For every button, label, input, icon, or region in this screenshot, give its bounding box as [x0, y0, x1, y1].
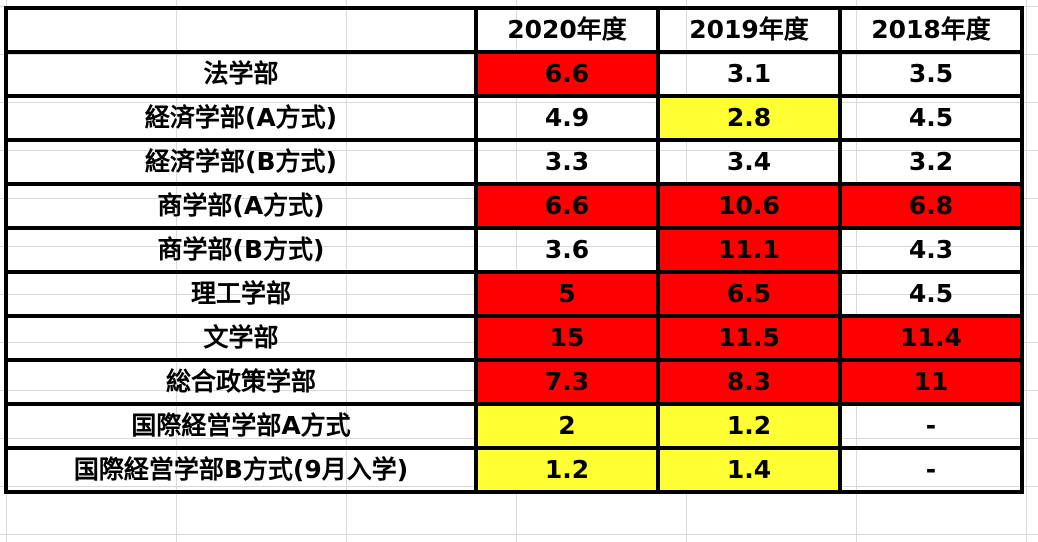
row-label[interactable]: 国際経営学部A方式	[4, 402, 478, 450]
value-cell[interactable]: 15	[474, 314, 660, 362]
table-row: 経済学部(A方式) 4.9 2.8 4.5	[4, 94, 1024, 142]
value-cell[interactable]: 4.3	[838, 226, 1024, 274]
header-row: 2020年度 2019年度 2018年度	[4, 6, 1024, 54]
row-label[interactable]: 経済学部(B方式)	[4, 138, 478, 186]
value-cell[interactable]: 1.4	[656, 446, 842, 494]
table-row: 文学部 15 11.5 11.4	[4, 314, 1024, 362]
value-cell[interactable]: 6.8	[838, 182, 1024, 230]
value-cell[interactable]: 4.9	[474, 94, 660, 142]
value-cell[interactable]: 2.8	[656, 94, 842, 142]
row-label[interactable]: 経済学部(A方式)	[4, 94, 478, 142]
value-cell[interactable]: 2	[474, 402, 660, 450]
table-row: 商学部(A方式) 6.6 10.6 6.8	[4, 182, 1024, 230]
table-row: 総合政策学部 7.3 8.3 11	[4, 358, 1024, 406]
row-label[interactable]: 総合政策学部	[4, 358, 478, 406]
value-cell[interactable]: 4.5	[838, 270, 1024, 318]
value-cell[interactable]: 11.4	[838, 314, 1024, 362]
column-header[interactable]: 2018年度	[838, 6, 1024, 54]
value-cell[interactable]: 11	[838, 358, 1024, 406]
value-cell[interactable]: 3.3	[474, 138, 660, 186]
column-header[interactable]: 2019年度	[656, 6, 842, 54]
value-cell[interactable]: 11.1	[656, 226, 842, 274]
value-cell[interactable]: 4.5	[838, 94, 1024, 142]
value-cell[interactable]: 6.5	[656, 270, 842, 318]
value-cell[interactable]: 6.6	[474, 182, 660, 230]
value-cell[interactable]: 3.6	[474, 226, 660, 274]
table-row: 国際経営学部A方式 2 1.2-	[4, 402, 1024, 450]
table-row: 理工学部 5 6.5 4.5	[4, 270, 1024, 318]
value-cell[interactable]: -	[838, 446, 1024, 494]
data-table: 2020年度 2019年度 2018年度 法学部 6.6 3.1 3.5 経済学部(A方式) 4…	[4, 6, 1024, 494]
row-label[interactable]: 国際経営学部B方式(9月入学)	[4, 446, 478, 494]
value-cell[interactable]: 3.5	[838, 50, 1024, 98]
corner-cell[interactable]	[4, 6, 478, 54]
row-label[interactable]: 理工学部	[4, 270, 478, 318]
value-cell[interactable]: -	[838, 402, 1024, 450]
row-label[interactable]: 商学部(A方式)	[4, 182, 478, 230]
value-cell[interactable]: 3.4	[656, 138, 842, 186]
row-label[interactable]: 法学部	[4, 50, 478, 98]
value-cell[interactable]: 3.1	[656, 50, 842, 98]
table-row: 経済学部(B方式) 3.3 3.4 3.2	[4, 138, 1024, 186]
value-cell[interactable]: 3.2	[838, 138, 1024, 186]
table-row: 法学部 6.6 3.1 3.5	[4, 50, 1024, 98]
value-cell[interactable]: 11.5	[656, 314, 842, 362]
value-cell[interactable]: 1.2	[474, 446, 660, 494]
value-cell[interactable]: 10.6	[656, 182, 842, 230]
column-header[interactable]: 2020年度	[474, 6, 660, 54]
table-row: 国際経営学部B方式(9月入学) 1.2 1.4-	[4, 446, 1024, 494]
row-label[interactable]: 商学部(B方式)	[4, 226, 478, 274]
value-cell[interactable]: 6.6	[474, 50, 660, 98]
table-row: 商学部(B方式) 3.6 11.1 4.3	[4, 226, 1024, 274]
row-label[interactable]: 文学部	[4, 314, 478, 362]
value-cell[interactable]: 1.2	[656, 402, 842, 450]
value-cell[interactable]: 7.3	[474, 358, 660, 406]
value-cell[interactable]: 8.3	[656, 358, 842, 406]
table-body: 2020年度 2019年度 2018年度 法学部 6.6 3.1 3.5 経済学部(A方式) 4…	[4, 6, 1024, 494]
value-cell[interactable]: 5	[474, 270, 660, 318]
